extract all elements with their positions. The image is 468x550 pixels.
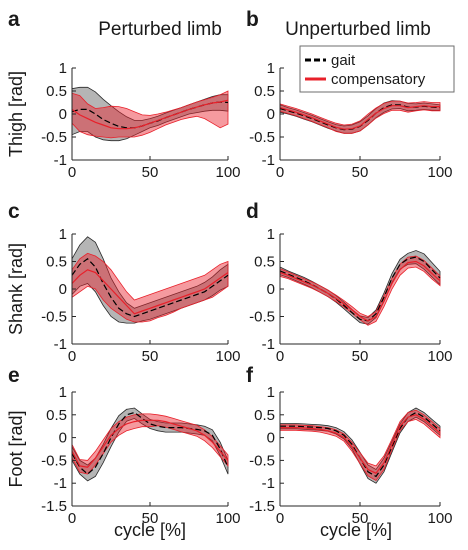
y-tick-label-f: -0.5: [249, 452, 275, 469]
y-tick-label-b: -0.5: [249, 129, 275, 146]
y-tick-label-d: 0.5: [254, 254, 275, 271]
y-tick-label-b: -1: [262, 152, 275, 169]
y-tick-label-b: 0.5: [254, 83, 275, 100]
line-gait-e: [71, 411, 229, 475]
y-tick-label-a: 0.5: [46, 83, 67, 100]
y-tick-label-d: -0.5: [249, 309, 275, 326]
panel-e: e Foot [rad] -1.5 -1 -0.5 0 0.5 1 0 50 100: [6, 364, 241, 527]
y-tick-label-f: -1: [262, 475, 275, 492]
band-compensatory-f: [279, 409, 441, 482]
panel-letter-e: e: [8, 364, 20, 387]
x-tick-label-d: 50: [352, 348, 369, 365]
band-gait-e: [71, 407, 229, 482]
line-gait-c: [71, 258, 229, 318]
y-tick-label-a: -0.5: [41, 129, 67, 146]
y-tick-label-f: -1.5: [249, 498, 275, 515]
line-compensatory-f: [280, 414, 441, 474]
panel-letter-a: a: [8, 8, 20, 31]
y-tick-label-c: -0.5: [41, 309, 67, 326]
y-tick-label-c: 1: [59, 226, 67, 243]
y-tick-label-c: 0: [59, 281, 67, 298]
panel-a: a Thigh [rad] -1 -0.5 0 0.5 1 0 50 100: [6, 8, 241, 181]
line-compensatory-a: [71, 99, 229, 130]
x-tick-label-b: 0: [276, 164, 284, 181]
band-compensatory-d: [279, 255, 441, 326]
band-compensatory-c: [71, 252, 229, 323]
x-tick-label-f: 50: [352, 510, 369, 527]
x-tick-label-d: 100: [427, 348, 452, 365]
x-tick-label-c: 100: [215, 348, 240, 365]
panel-letter-c: c: [8, 200, 20, 223]
legend-box: [299, 45, 455, 93]
y-axis-label-a: Thigh [rad]: [6, 71, 26, 157]
y-tick-label-a: 0: [59, 106, 67, 123]
x-tick-label-e: 0: [68, 510, 76, 527]
y-tick-label-d: 1: [267, 226, 275, 243]
y-axis-label-c: Shank [rad]: [6, 243, 26, 335]
line-gait-f: [280, 411, 441, 478]
column-title-perturbed: Perturbed limb: [98, 19, 222, 40]
x-tick-label-d: 0: [276, 348, 284, 365]
y-tick-label-a: 1: [59, 60, 67, 77]
band-compensatory-e: [71, 413, 229, 475]
y-tick-label-d: -1: [262, 336, 275, 353]
x-tick-label-b: 100: [427, 164, 452, 181]
column-title-unperturbed: Unperturbed limb: [285, 19, 431, 40]
y-tick-label-f: 0.5: [254, 407, 275, 424]
panel-b: b -1 -0.5 0 0.5 1 0 50 100: [246, 8, 453, 181]
y-tick-label-f: 1: [267, 384, 275, 401]
y-tick-label-e: 0: [59, 430, 67, 447]
legend-gait-label: gait: [331, 52, 356, 69]
x-tick-label-a: 100: [215, 164, 240, 181]
panel-letter-d: d: [246, 200, 259, 223]
svg-text:cycle [%]: cycle [%]: [320, 520, 392, 540]
y-tick-label-b: 0: [267, 106, 275, 123]
y-tick-label-e: 1: [59, 384, 67, 401]
y-tick-label-d: 0: [267, 281, 275, 298]
x-axis-label-right: cycle [%]: [320, 520, 392, 540]
y-tick-label-b: 1: [267, 60, 275, 77]
line-compensatory-c: [71, 269, 229, 315]
line-compensatory-b: [279, 105, 440, 130]
band-compensatory-b: [279, 100, 441, 134]
y-tick-label-e: 0.5: [46, 407, 67, 424]
panel-letter-f: f: [246, 364, 254, 387]
y-tick-label-c: 0.5: [46, 254, 67, 271]
x-tick-label-a: 0: [68, 164, 76, 181]
y-tick-label-e: -0.5: [41, 452, 67, 469]
y-tick-label-c: -1: [54, 336, 67, 353]
svg-text:cycle [%]: cycle [%]: [114, 520, 186, 540]
panel-letter-b: b: [246, 8, 259, 31]
legend-compensatory-label: compensatory: [331, 71, 426, 88]
band-compensatory-a: [71, 90, 229, 139]
x-tick-label-f: 0: [276, 510, 284, 527]
line-compensatory-e: [71, 419, 229, 468]
y-tick-label-a: -1: [54, 152, 67, 169]
y-tick-label-f: 0: [267, 430, 275, 447]
x-tick-label-c: 0: [68, 348, 76, 365]
x-axis-label-left: cycle [%]: [114, 520, 186, 540]
panel-f: f -1.5 -1 -0.5 0 0.5 1 0 50 100: [246, 364, 453, 527]
x-tick-label-b: 50: [352, 164, 369, 181]
y-tick-label-e: -1: [54, 475, 67, 492]
x-tick-label-c: 50: [142, 348, 159, 365]
legend: gait compensatory: [299, 45, 455, 93]
x-tick-label-f: 100: [427, 510, 452, 527]
panel-d: d -1 -0.5 0 0.5 1 0 50 100: [246, 200, 453, 365]
x-tick-label-e: 100: [215, 510, 240, 527]
x-tick-label-a: 50: [142, 164, 159, 181]
line-gait-d: [279, 256, 441, 322]
y-tick-label-e: -1.5: [41, 498, 67, 515]
panel-c: c Shank [rad] -1 -0.5 0 0.5 1 0 50 100: [6, 200, 241, 365]
line-compensatory-d: [279, 260, 441, 322]
y-axis-label-e: Foot [rad]: [6, 410, 26, 487]
x-tick-label-e: 50: [142, 510, 159, 527]
